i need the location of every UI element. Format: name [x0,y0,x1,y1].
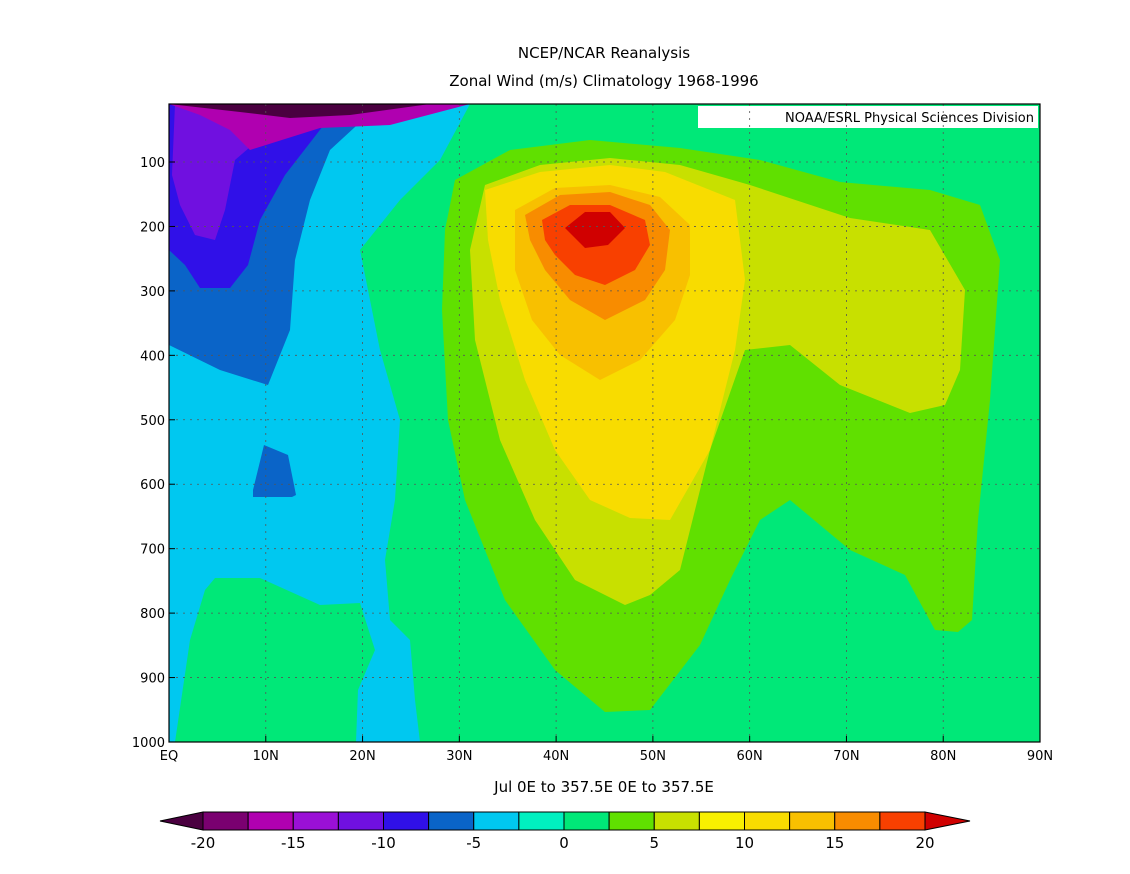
colorbar-label: -5 [466,834,481,852]
colorbar-label: 5 [649,834,659,852]
y-tick-label: 500 [140,414,165,429]
colorbar-label: -10 [371,834,396,852]
contour-region [565,212,625,248]
colorbar-label: 0 [559,834,569,852]
chart-subtitle: Zonal Wind (m/s) Climatology 1968-1996 [449,72,758,90]
colorbar-swatch [608,811,655,831]
colorbar-swatch [202,811,249,831]
colorbar-swatch [247,811,294,831]
colorbar-label: 20 [915,834,934,852]
colorbar-swatch [924,811,971,831]
colorbar-swatch [698,811,745,831]
y-tick-label: 700 [140,543,165,558]
y-tick-label: 800 [140,607,165,622]
grid-lines [169,104,1040,742]
colorbar-swatch [337,811,384,831]
x-axis-label: Jul 0E to 357.5E 0E to 357.5E [493,778,714,796]
y-axis-ticks: 100 200 300 400 500 600 700 800 900 1000 [132,156,175,751]
credit-label: NOAA/ESRL Physical Sciences Division [785,111,1034,126]
x-tick-label: 30N [446,749,472,764]
colorbar-label: -20 [191,834,216,852]
plot-frame [168,103,1041,743]
colorbar-swatch [473,811,520,831]
contour-region [169,104,470,150]
y-tick-label: 300 [140,285,165,300]
x-axis-ticks: EQ 10N 20N 30N 40N 50N 60N 70N 80N 90N [160,736,1053,764]
x-tick-label: 60N [737,749,763,764]
colorbar-label: 15 [825,834,844,852]
x-tick-label: 10N [253,749,279,764]
colorbar-label: 10 [735,834,754,852]
y-tick-label: 1000 [132,736,165,751]
x-tick-label: 20N [349,749,375,764]
colorbar-swatch [292,811,339,831]
colorbar-swatch [879,811,926,831]
colorbar-swatch [834,811,881,831]
colorbar-swatch [159,811,204,831]
x-tick-label: 50N [640,749,666,764]
colorbar [159,811,971,831]
contour-region [253,445,296,497]
contour-fills [169,104,1040,742]
x-tick-label: 40N [543,749,569,764]
colorbar-swatch [789,811,836,831]
colorbar-label: -15 [281,834,306,852]
credit-box [698,106,1038,128]
colorbar-labels: -20 -15 -10 -5 0 5 10 15 20 [191,834,935,852]
contour-region [175,578,375,742]
contour-region [172,104,300,240]
x-tick-label: 70N [833,749,859,764]
x-tick-label: 90N [1027,749,1053,764]
colorbar-swatch [518,811,565,831]
y-tick-label: 400 [140,349,165,364]
colorbar-swatch [383,811,430,831]
contour-region [169,104,430,118]
y-tick-label: 200 [140,220,165,235]
y-tick-label: 100 [140,156,165,171]
x-tick-label: 80N [930,749,956,764]
contour-region [820,722,885,742]
y-tick-label: 600 [140,478,165,493]
chart-title: NCEP/NCAR Reanalysis [518,44,690,62]
y-tick-label: 900 [140,672,165,687]
x-tick-label: EQ [160,749,178,764]
colorbar-swatch [563,811,610,831]
colorbar-swatch [744,811,791,831]
colorbar-swatch [653,811,700,831]
colorbar-swatch [428,811,475,831]
